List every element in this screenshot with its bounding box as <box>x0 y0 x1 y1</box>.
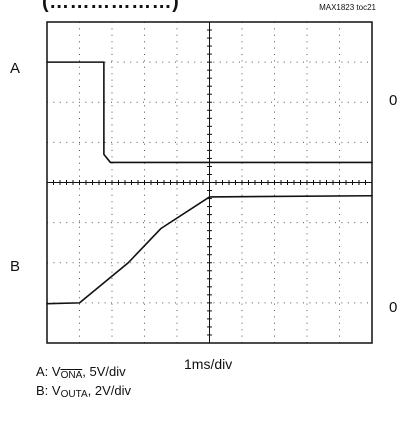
channel-b-label: B <box>10 258 21 275</box>
legend-b-suffix: , 2V/div <box>87 383 131 398</box>
scope-traces <box>46 61 373 305</box>
channel-b-zero-label: 0 <box>389 299 398 316</box>
clipped-title: (………………) <box>42 0 180 13</box>
time-scale-label: 1ms/div <box>184 356 233 372</box>
trace-b <box>46 194 373 305</box>
channel-a-label: A <box>10 60 21 77</box>
toc-label: MAX1823 toc21 <box>319 3 376 12</box>
legend-b-subscript: OUTA <box>60 389 88 400</box>
scope-grid <box>46 21 373 344</box>
legend-a-prefix: A: V <box>36 364 61 379</box>
legend-a: A: VONA, 5V/div <box>36 364 126 384</box>
scope-frame <box>46 21 373 344</box>
legend-b-prefix: B: V <box>36 383 61 398</box>
trace-a <box>46 61 373 164</box>
legend-a-subscript: ONA <box>60 370 83 381</box>
channel-a-zero-label: 0 <box>389 92 398 109</box>
legend-b: B: VOUTA, 2V/div <box>36 383 131 403</box>
legend-a-suffix: , 5V/div <box>82 364 126 379</box>
